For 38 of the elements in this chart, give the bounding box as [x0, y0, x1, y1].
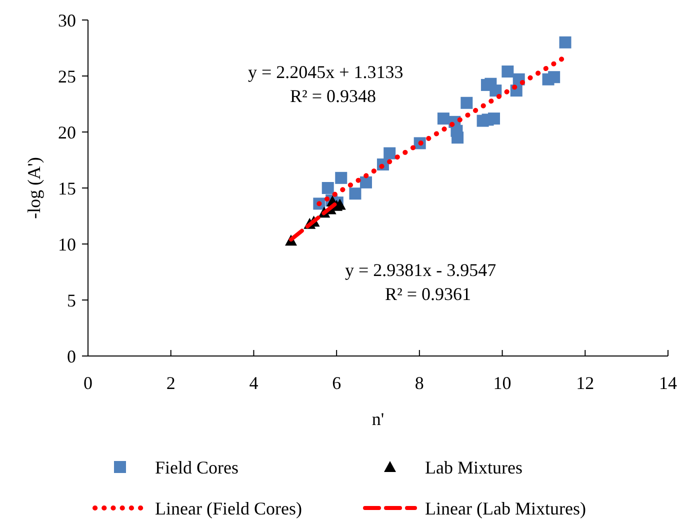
point — [559, 36, 572, 48]
point — [548, 71, 560, 84]
x-tick-label: 2 — [166, 373, 176, 393]
y-axis-title: -log (A') — [24, 157, 44, 219]
y-tick-label: 20 — [58, 122, 76, 142]
x-tick-label: 14 — [659, 373, 677, 393]
y-tick-label: 10 — [58, 234, 76, 254]
point — [437, 112, 450, 125]
x-tick-label: 12 — [576, 373, 594, 393]
annotation: R² = 0.9361 — [385, 284, 472, 304]
legend-label: Linear (Field Cores) — [155, 498, 302, 518]
x-tick-label: 6 — [332, 373, 342, 393]
point — [490, 84, 502, 97]
point — [502, 66, 514, 78]
annotation: y = 2.2045x + 1.3133 — [248, 62, 404, 82]
y-tick-label: 30 — [58, 10, 76, 30]
point — [322, 182, 334, 194]
annotation: R² = 0.9348 — [290, 86, 376, 106]
point — [335, 172, 348, 184]
y-tick-label: 15 — [58, 178, 76, 198]
x-tick-label: 10 — [493, 373, 512, 393]
y-tick-label: 0 — [67, 346, 76, 366]
y-tick-label: 25 — [58, 66, 76, 86]
annotation: y = 2.9381x - 3.9547 — [345, 260, 496, 280]
point — [360, 176, 372, 188]
x-tick-label: 4 — [249, 373, 258, 393]
point — [452, 132, 464, 144]
point — [384, 147, 396, 160]
legend-label: Linear (Lab Mixtures) — [425, 498, 586, 518]
point — [349, 188, 362, 200]
point — [460, 96, 473, 109]
x-tick-label: 0 — [84, 373, 92, 393]
legend-label: Lab Mixtures — [425, 457, 522, 478]
point — [488, 112, 500, 125]
y-tick-label: 5 — [67, 290, 76, 310]
legend-label: Field Cores — [155, 457, 238, 478]
x-tick-label: 8 — [414, 373, 424, 393]
x-axis-title: n' — [372, 409, 384, 429]
